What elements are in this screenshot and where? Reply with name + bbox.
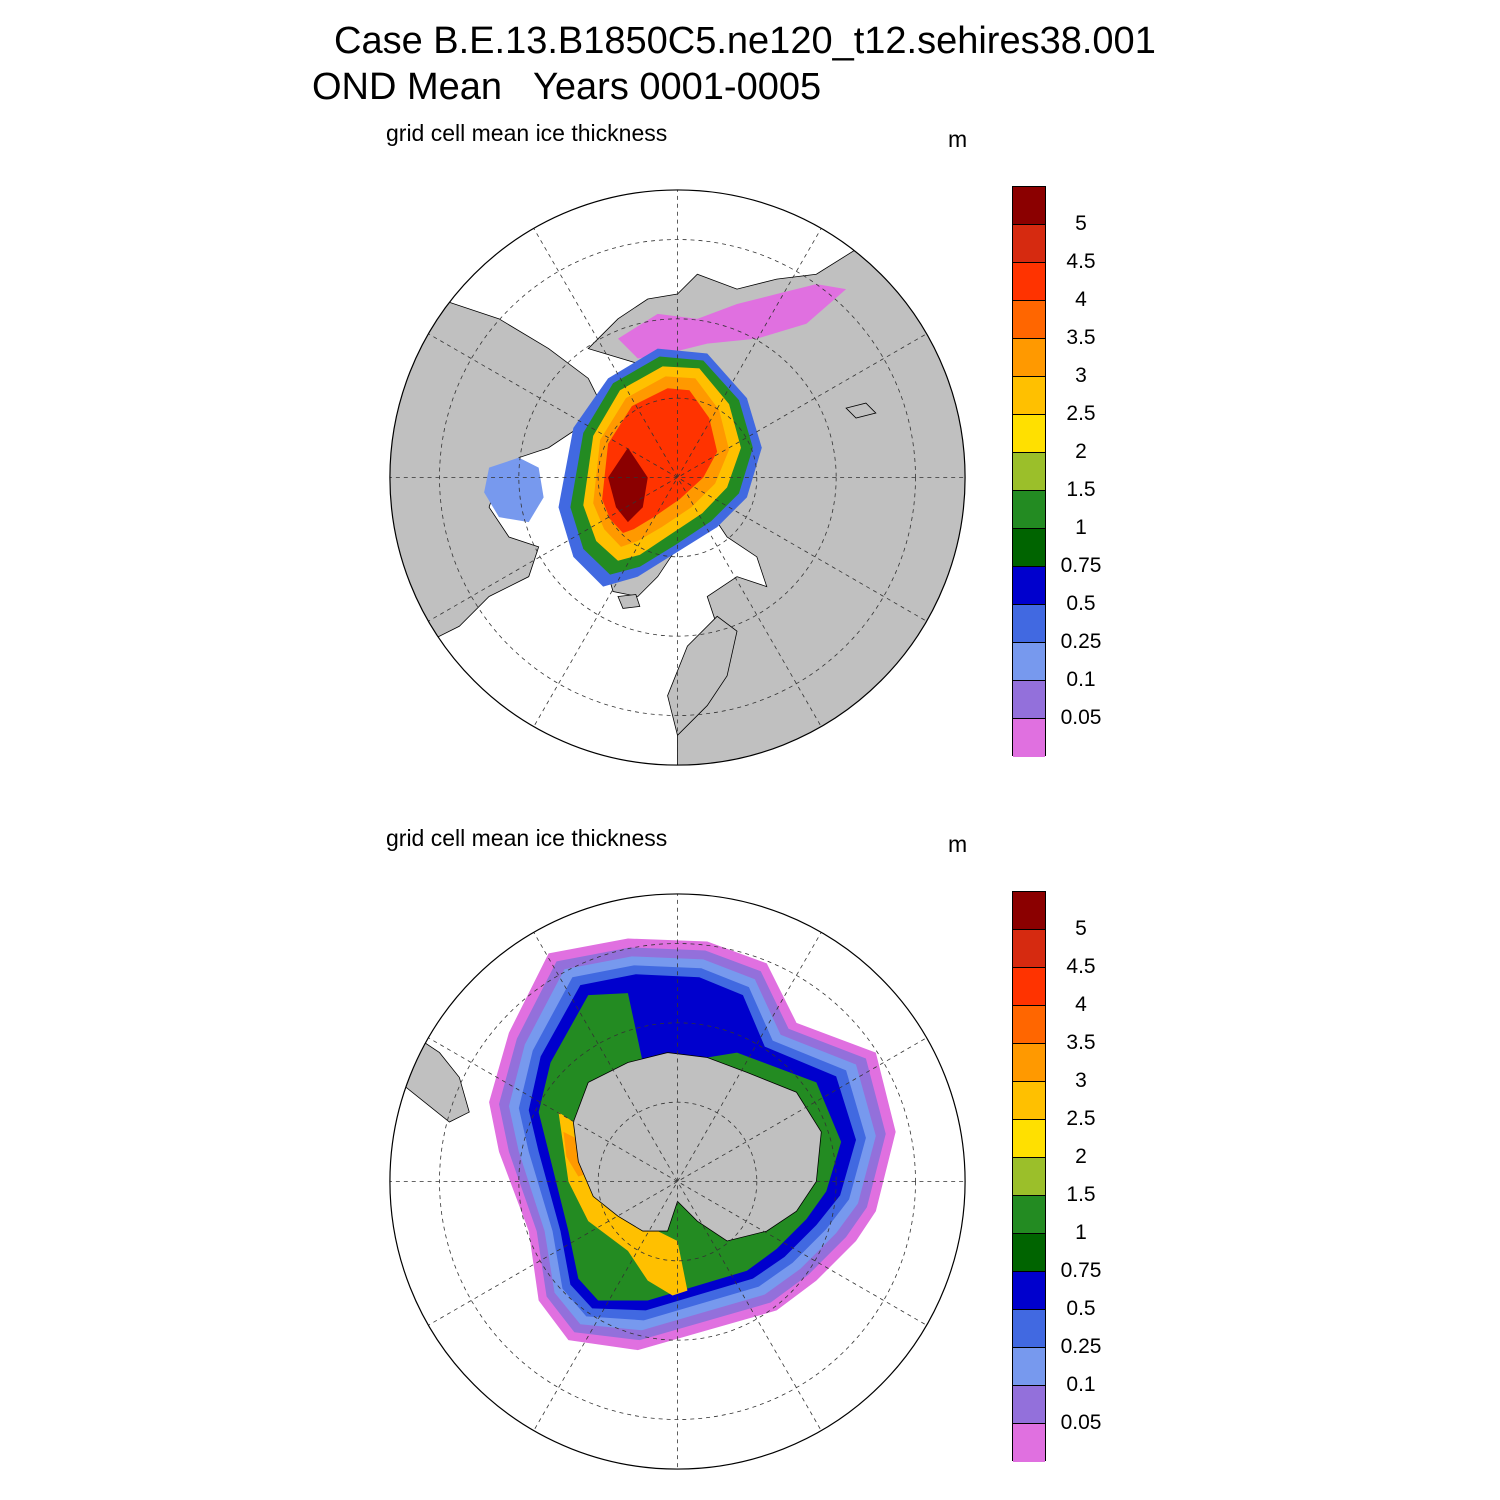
colorbar-swatch [1013,415,1045,453]
colorbar-tick-label: 4.5 [1066,955,1096,978]
colorbar-swatch [1013,1234,1045,1272]
north-colorbar [1012,186,1046,757]
colorbar-swatch [1013,225,1045,263]
colorbar-tick-label: 1 [1075,516,1087,539]
north-meridian-lines [389,189,966,766]
colorbar-tick-label: 0.75 [1060,1259,1102,1282]
north-ice-band-pink [618,284,847,359]
north-polar-map [389,189,966,766]
colorbar-swatch [1013,453,1045,491]
colorbar-swatch [1013,1120,1045,1158]
colorbar-swatch [1013,301,1045,339]
colorbar-tick-label: 3.5 [1066,326,1096,349]
colorbar-tick-label: 2.5 [1066,402,1096,425]
south-colorbar [1012,891,1046,1462]
colorbar-tick-label: 0.5 [1066,592,1096,615]
colorbar-swatch [1013,1272,1045,1310]
colorbar-tick-label: 2 [1075,1145,1087,1168]
colorbar-swatch [1013,529,1045,567]
colorbar-swatch [1013,1424,1045,1462]
colorbar-tick-label: 1 [1075,1221,1087,1244]
south-panel-subtitle: grid cell mean ice thickness [386,825,668,851]
colorbar-tick-label: 2 [1075,440,1087,463]
colorbar-tick-label: 1.5 [1066,1183,1096,1206]
colorbar-swatch [1013,1006,1045,1044]
colorbar-tick-label: 3 [1075,1069,1087,1092]
colorbar-swatch [1013,605,1045,643]
colorbar-swatch [1013,567,1045,605]
colorbar-swatch [1013,1310,1045,1348]
colorbar-swatch [1013,1386,1045,1424]
colorbar-tick-label: 0.05 [1060,1411,1102,1434]
colorbar-tick-label: 0.05 [1060,706,1102,729]
colorbar-swatch [1013,681,1045,719]
south-map-border [389,893,966,1470]
colorbar-swatch [1013,719,1045,757]
colorbar-tick-label: 4.5 [1066,250,1096,273]
colorbar-tick-label: 5 [1075,917,1087,940]
colorbar-swatch [1013,968,1045,1006]
colorbar-swatch [1013,263,1045,301]
north-map-border [389,189,966,766]
colorbar-swatch [1013,930,1045,968]
colorbar-swatch [1013,1196,1045,1234]
colorbar-tick-label: 0.25 [1060,1335,1102,1358]
colorbar-tick-label: 2.5 [1066,1107,1096,1130]
colorbar-tick-label: 0.1 [1066,668,1096,691]
colorbar-tick-label: 1.5 [1066,478,1096,501]
colorbar-swatch [1013,491,1045,529]
colorbar-tick-label: 3.5 [1066,1031,1096,1054]
colorbar-tick-label: 0.1 [1066,1373,1096,1396]
colorbar-swatch [1013,1082,1045,1120]
north-hudson-ice [484,457,544,523]
colorbar-swatch [1013,187,1045,225]
colorbar-swatch [1013,1348,1045,1386]
figure-title-line-2: OND Mean Years 0001-0005 [312,66,822,108]
colorbar-tick-label: 0.25 [1060,630,1102,653]
colorbar-swatch [1013,1044,1045,1082]
colorbar-tick-label: 4 [1075,288,1087,311]
colorbar-swatch [1013,1158,1045,1196]
colorbar-swatch [1013,892,1045,930]
north-panel-units: m [948,126,968,152]
colorbar-tick-label: 4 [1075,993,1087,1016]
colorbar-tick-label: 0.75 [1060,554,1102,577]
north-panel-subtitle: grid cell mean ice thickness [386,120,668,146]
colorbar-swatch [1013,339,1045,377]
figure-title-line-1: Case B.E.13.B1850C5.ne120_t12.sehires38.… [334,20,1156,62]
colorbar-swatch [1013,377,1045,415]
colorbar-swatch [1013,643,1045,681]
colorbar-tick-label: 5 [1075,212,1087,235]
south-panel-units: m [948,831,968,857]
south-polar-map [389,893,966,1470]
colorbar-tick-label: 3 [1075,364,1087,387]
colorbar-tick-label: 0.5 [1066,1297,1096,1320]
